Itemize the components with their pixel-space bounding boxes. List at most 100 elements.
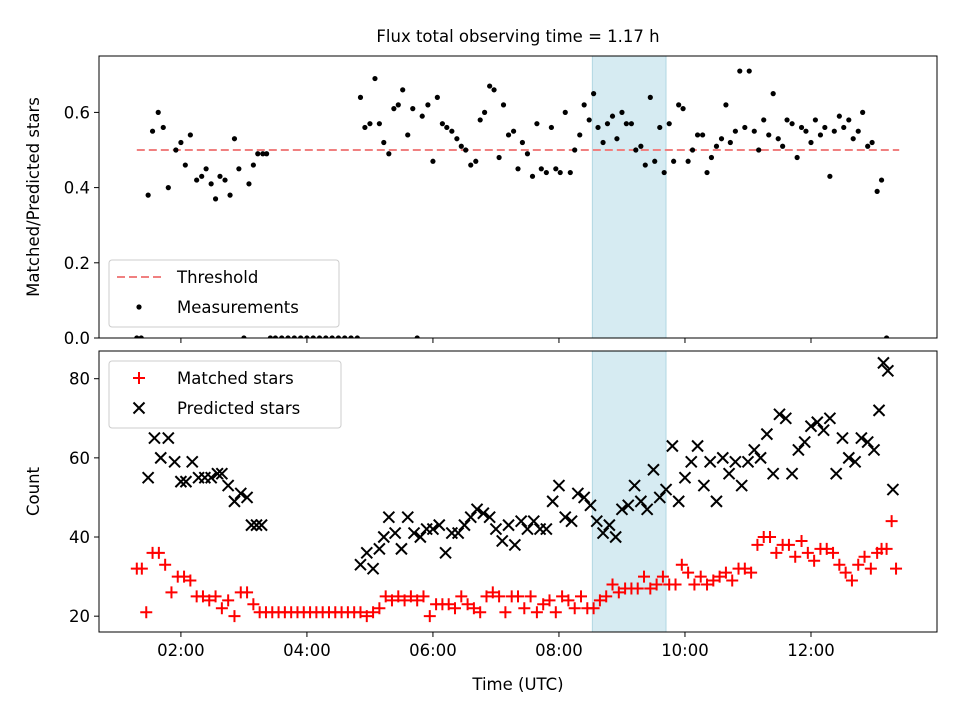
data-point [221,479,235,492]
data-point [391,106,397,112]
data-point [850,136,856,142]
data-point [228,495,241,508]
data-point [694,570,707,583]
data-point [606,578,619,591]
data-point [381,139,387,146]
data-point [140,606,153,619]
data-point [386,151,392,157]
data-point [499,606,512,619]
data-point [812,117,818,123]
data-point [203,166,209,172]
bottom-panel: 20 40 60 80 02:00 04:00 06:00 08:00 10:00 12:00 Co… [24,350,938,694]
series-matched-stars [130,515,903,623]
data-point [165,185,171,191]
data-point [500,102,507,108]
data-point [792,443,805,457]
data-point [527,514,540,528]
data-point [362,124,368,131]
data-point [822,124,828,131]
data-point [557,169,563,176]
data-point [240,491,254,504]
data-point [178,570,191,583]
legend-marker-swatch [133,372,145,384]
data-point [745,566,758,579]
data-point [567,169,573,176]
data-point [841,124,847,131]
y-tick-label: 0.2 [64,254,90,273]
data-point [556,590,569,603]
data-point [855,128,861,134]
data-point [691,439,704,453]
data-point [845,574,858,587]
data-point [203,594,216,607]
data-point [678,471,692,484]
data-point [864,562,877,575]
data-point [553,166,559,172]
data-point [400,87,406,93]
data-point [789,121,795,127]
data-point [565,514,578,528]
data-point [360,546,373,560]
data-point [165,586,178,599]
data-point [761,117,767,123]
data-point [647,463,660,476]
data-point [754,451,767,465]
data-point [719,566,732,579]
data-point [439,121,445,127]
data-point [255,518,268,532]
data-point [491,87,497,93]
data-point [162,431,175,445]
data-point [890,562,903,575]
data-point [152,546,165,559]
data-point [316,335,323,338]
data-point [521,522,534,536]
data-point [515,166,521,172]
data-point [463,147,469,153]
data-point [174,475,188,488]
data-point [666,439,679,453]
data-point [881,364,895,377]
data-point [196,590,209,603]
data-point [716,451,729,465]
data-point [798,435,811,449]
data-point [773,408,786,421]
x-axis-label: Time (UTC) [471,675,563,694]
data-point [215,467,229,480]
data-point [493,590,506,603]
data-point [211,467,224,480]
data-point [789,550,802,563]
data-point [405,132,411,138]
data-point [530,606,543,619]
x-tick-label: 06:00 [409,641,457,660]
data-point [461,598,474,611]
data-point [770,91,776,97]
data-point [548,124,554,131]
data-point [184,574,197,587]
y-tick-label: 0.6 [64,103,90,122]
data-point [260,151,266,157]
data-point [419,113,425,119]
data-point [633,147,639,153]
data-point [701,578,714,591]
chart-title: Flux total observing time = 1.17 h [376,27,659,46]
data-point [231,136,238,142]
data-point [659,483,673,496]
data-point [410,106,416,112]
data-point [482,109,488,115]
y-tick-label: 60 [69,449,90,468]
data-point [304,335,310,338]
data-point [199,173,205,179]
data-point [593,594,606,607]
data-point [178,139,184,146]
data-point [546,495,559,508]
data-point [417,590,430,603]
legend-label: Predicted stars [177,399,300,418]
data-point [486,586,499,599]
y-tick-label: 40 [69,528,90,547]
data-point [707,574,720,587]
data-point [423,610,436,623]
data-point [250,162,256,168]
data-point [489,522,503,536]
x-tick-label: 04:00 [283,641,331,660]
data-point [519,139,526,146]
